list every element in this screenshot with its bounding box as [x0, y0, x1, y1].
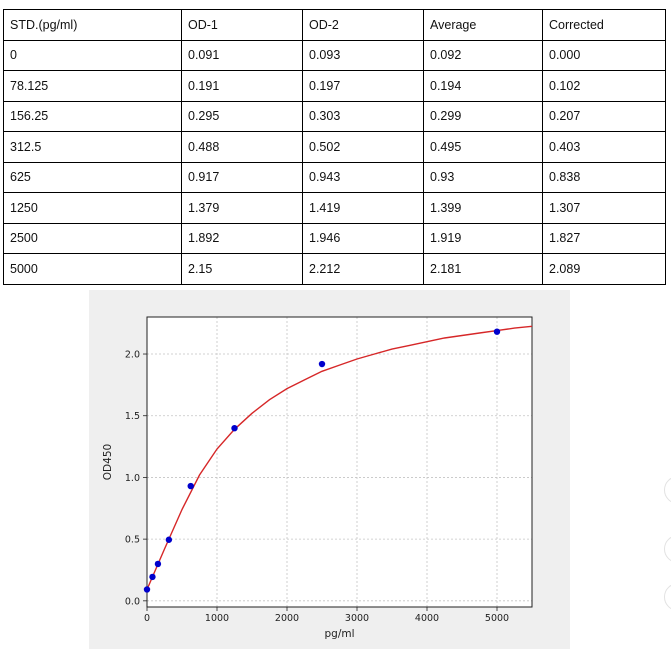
cell-std: 1250 — [3, 192, 182, 224]
y-tick-label: 0.0 — [125, 596, 140, 607]
x-tick-label: 0 — [144, 613, 150, 624]
table-row: 312.5 0.488 0.502 0.495 0.403 — [3, 131, 666, 163]
header-corrected: Corrected — [542, 9, 666, 41]
y-tick-label: 0.5 — [125, 535, 140, 546]
cell-od1: 0.917 — [181, 161, 303, 193]
decorative-circle — [664, 476, 671, 504]
header-average: Average — [423, 9, 543, 41]
standard-curve-chart: 0 1000 2000 3000 4000 5000 0.0 0.5 1.0 1.5 2.0 pg/m… — [102, 316, 533, 640]
cell-od2: 0.093 — [302, 39, 424, 71]
standard-curve-figure: 0 1000 2000 3000 4000 5000 0.0 0.5 1.0 1.5 2.0 pg/m… — [89, 290, 570, 649]
cell-od1: 0.091 — [181, 39, 303, 71]
cell-corrected: 0.403 — [542, 131, 666, 163]
data-point — [493, 328, 501, 335]
cell-average: 0.194 — [423, 70, 543, 102]
data-point — [165, 536, 173, 543]
plot-frame — [146, 316, 533, 608]
standards-table: STD.(pg/ml) OD-1 OD-2 Average Corrected … — [3, 9, 666, 285]
decorative-circle — [664, 583, 671, 611]
header-od2: OD-2 — [302, 9, 424, 41]
cell-corrected: 0.838 — [542, 161, 666, 193]
cell-od1: 0.488 — [181, 131, 303, 163]
data-point — [187, 482, 194, 490]
data-point — [143, 586, 151, 593]
cell-od2: 0.303 — [302, 100, 424, 132]
cell-average: 0.93 — [423, 161, 543, 193]
cell-average: 0.299 — [423, 100, 543, 132]
cell-od1: 1.379 — [181, 192, 303, 224]
cell-average: 0.495 — [423, 131, 543, 163]
table-body: 0 0.091 0.093 0.092 0.000 78.125 0.191 0.197 0.1… — [3, 39, 666, 285]
table-row: 78.125 0.191 0.197 0.194 0.102 — [3, 70, 666, 102]
cell-od2: 1.946 — [302, 222, 424, 254]
table-row: 5000 2.15 2.212 2.181 2.089 — [3, 253, 666, 285]
cell-average: 1.919 — [423, 222, 543, 254]
cell-od2: 0.197 — [302, 70, 424, 102]
table-row: 625 0.917 0.943 0.93 0.838 — [3, 161, 666, 193]
cell-corrected: 2.089 — [542, 253, 666, 285]
cell-std: 5000 — [3, 253, 182, 285]
x-tick-label: 2000 — [275, 613, 299, 624]
data-point — [318, 360, 326, 368]
cell-corrected: 1.827 — [542, 222, 666, 254]
cell-average: 1.399 — [423, 192, 543, 224]
cell-std: 312.5 — [3, 131, 182, 163]
fit-curve — [146, 325, 533, 590]
x-axis-label: pg/ml — [324, 628, 354, 640]
x-tick-label: 5000 — [485, 613, 509, 624]
cell-od2: 0.502 — [302, 131, 424, 163]
cell-std: 78.125 — [3, 70, 182, 102]
y-tick-label: 1.0 — [125, 473, 140, 484]
table-row: 0 0.091 0.093 0.092 0.000 — [3, 39, 666, 71]
cell-average: 0.092 — [423, 39, 543, 71]
cell-std: 2500 — [3, 222, 182, 254]
x-tick-label: 4000 — [415, 613, 439, 624]
decorative-circle — [664, 535, 671, 563]
data-point — [149, 573, 156, 581]
table-row: 156.25 0.295 0.303 0.299 0.207 — [3, 100, 666, 132]
plot-area — [147, 317, 532, 607]
data-point — [231, 424, 238, 432]
cell-od2: 2.212 — [302, 253, 424, 285]
cell-corrected: 0.000 — [542, 39, 666, 71]
cell-std: 0 — [3, 39, 182, 71]
y-tick-label: 2.0 — [125, 350, 140, 361]
x-tick-label: 1000 — [205, 613, 229, 624]
cell-od2: 1.419 — [302, 192, 424, 224]
cell-od1: 0.191 — [181, 70, 303, 102]
y-axis-label: OD450 — [102, 444, 114, 480]
table-header-row: STD.(pg/ml) OD-1 OD-2 Average Corrected — [3, 9, 666, 41]
cell-od1: 2.15 — [181, 253, 303, 285]
cell-od2: 0.943 — [302, 161, 424, 193]
cell-od1: 0.295 — [181, 100, 303, 132]
cell-std: 156.25 — [3, 100, 182, 132]
x-tick-label: 3000 — [345, 613, 369, 624]
table-row: 2500 1.892 1.946 1.919 1.827 — [3, 222, 666, 254]
header-std: STD.(pg/ml) — [3, 9, 182, 41]
cell-average: 2.181 — [423, 253, 543, 285]
cell-corrected: 0.102 — [542, 70, 666, 102]
table-row: 1250 1.379 1.419 1.399 1.307 — [3, 192, 666, 224]
header-od1: OD-1 — [181, 9, 303, 41]
cell-std: 625 — [3, 161, 182, 193]
cell-od1: 1.892 — [181, 222, 303, 254]
cell-corrected: 0.207 — [542, 100, 666, 132]
data-point — [154, 560, 162, 568]
cell-corrected: 1.307 — [542, 192, 666, 224]
y-tick-label: 1.5 — [125, 411, 140, 422]
